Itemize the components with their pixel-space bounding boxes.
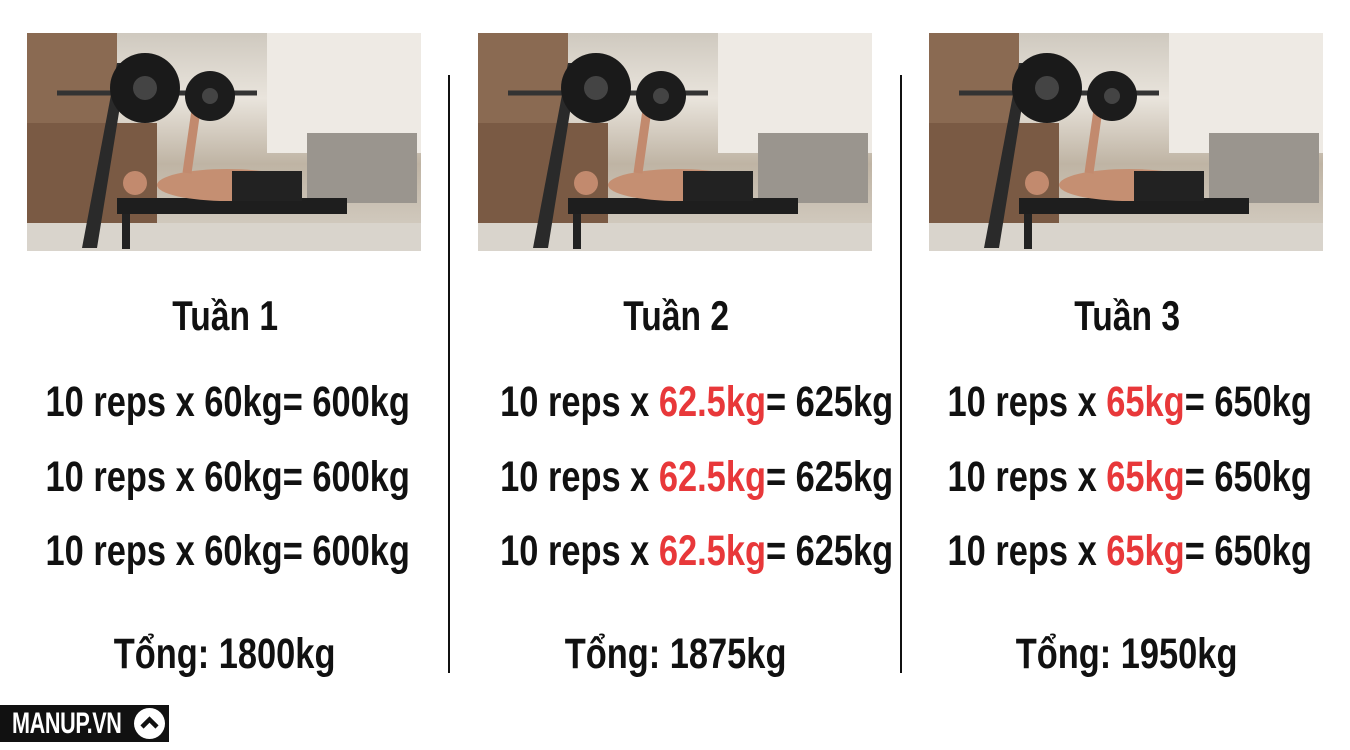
weight-value: 62.5kg [658, 453, 766, 501]
set-total: = 600kg [282, 378, 410, 426]
set-row: 10 reps x 60kg= 600kg [0, 453, 450, 502]
set-row: 10 reps x 60kg= 600kg [0, 527, 450, 576]
weight-value: 62.5kg [658, 527, 766, 575]
week-column: Tuần 1 10 reps x 60kg= 600kg 10 reps x 60k… [0, 0, 450, 750]
bench-press-photo [478, 33, 872, 251]
bench-press-photo [929, 33, 1323, 251]
set-row: 10 reps x 65kg= 650kg [902, 527, 1350, 576]
reps-label: 10 reps x [947, 527, 1107, 575]
reps-label: 10 reps x [947, 378, 1107, 426]
weight-value: 60kg [204, 378, 283, 426]
weight-value: 65kg [1106, 453, 1185, 501]
set-total: = 625kg [765, 527, 894, 575]
logo-text: MANUP.VN [12, 707, 122, 740]
reps-label: 10 reps x [947, 453, 1107, 501]
column-divider [448, 75, 450, 673]
manup-logo: MANUP.VN [0, 705, 169, 742]
week-column: Tuần 2 10 reps x 62.5kg= 625kg 10 reps x 6… [451, 0, 901, 750]
set-row: 10 reps x 60kg= 600kg [0, 378, 450, 427]
column-divider [900, 75, 902, 673]
set-total: = 600kg [282, 527, 410, 575]
week-total: Tổng: 1950kg [1016, 630, 1238, 678]
set-row: 10 reps x 62.5kg= 625kg [451, 527, 901, 576]
chevron-up-icon [134, 708, 165, 739]
weight-value: 65kg [1106, 527, 1185, 575]
set-total: = 600kg [282, 453, 410, 501]
set-row: 10 reps x 62.5kg= 625kg [451, 378, 901, 427]
reps-label: 10 reps x [500, 527, 659, 575]
week-total: Tổng: 1800kg [114, 630, 336, 678]
week-title: Tuần 1 [172, 292, 278, 339]
reps-label: 10 reps x [45, 527, 205, 575]
set-total: = 625kg [765, 453, 894, 501]
set-total: = 650kg [1184, 527, 1312, 575]
week-total: Tổng: 1875kg [565, 630, 787, 678]
weight-value: 62.5kg [658, 378, 766, 426]
bench-press-photo [27, 33, 421, 251]
week-title: Tuần 3 [1074, 292, 1180, 339]
week-title: Tuần 2 [623, 292, 729, 339]
reps-label: 10 reps x [500, 453, 659, 501]
set-total: = 650kg [1184, 378, 1312, 426]
reps-label: 10 reps x [500, 378, 659, 426]
weight-value: 65kg [1106, 378, 1185, 426]
week-column: Tuần 3 10 reps x 65kg= 650kg 10 reps x 65k… [902, 0, 1350, 750]
set-row: 10 reps x 65kg= 650kg [902, 378, 1350, 427]
set-row: 10 reps x 65kg= 650kg [902, 453, 1350, 502]
weight-value: 60kg [204, 527, 283, 575]
reps-label: 10 reps x [45, 453, 205, 501]
set-total: = 650kg [1184, 453, 1312, 501]
reps-label: 10 reps x [45, 378, 205, 426]
weight-value: 60kg [204, 453, 283, 501]
set-total: = 625kg [765, 378, 894, 426]
set-row: 10 reps x 62.5kg= 625kg [451, 453, 901, 502]
